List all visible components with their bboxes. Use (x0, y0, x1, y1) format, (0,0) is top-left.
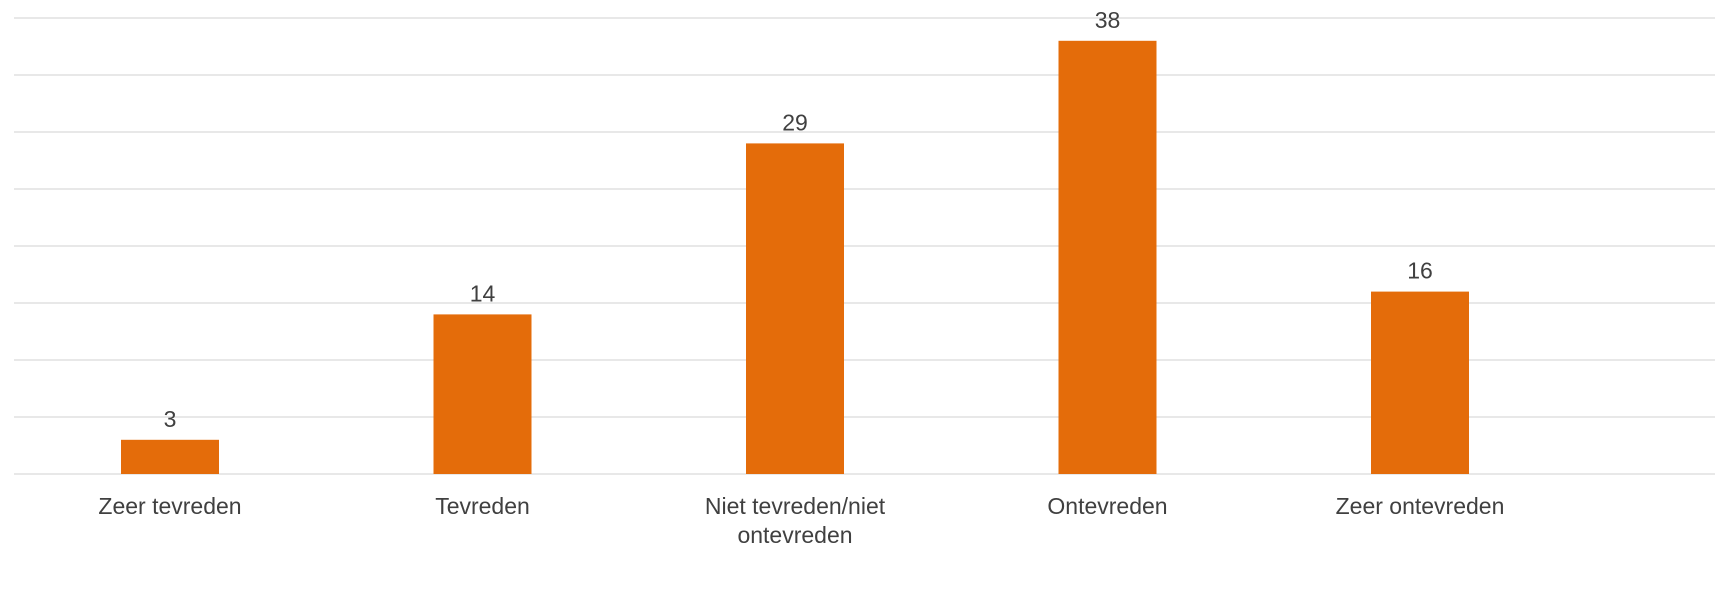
category-label: Tevreden (435, 493, 530, 519)
data-label: 29 (782, 109, 808, 135)
data-label: 3 (164, 406, 177, 432)
gridlines (14, 17, 1715, 475)
category-labels: Zeer tevreden Tevreden Niet tevreden/niet o… (98, 493, 1504, 548)
category-label: Zeer tevreden (98, 493, 241, 519)
category-label: Zeer ontevreden (1336, 493, 1505, 519)
bar (121, 439, 219, 474)
category-label: Niet tevreden/niet ontevreden (705, 493, 886, 548)
data-label: 14 (470, 280, 496, 306)
category-label: Ontevreden (1047, 493, 1167, 519)
data-label: 38 (1095, 7, 1121, 33)
bar (1058, 40, 1157, 475)
bar (1371, 291, 1469, 474)
bar (746, 143, 844, 474)
bars (121, 40, 1469, 475)
data-labels: 3 14 29 38 16 (164, 7, 1433, 432)
data-label: 16 (1407, 258, 1433, 284)
bar (433, 314, 532, 474)
